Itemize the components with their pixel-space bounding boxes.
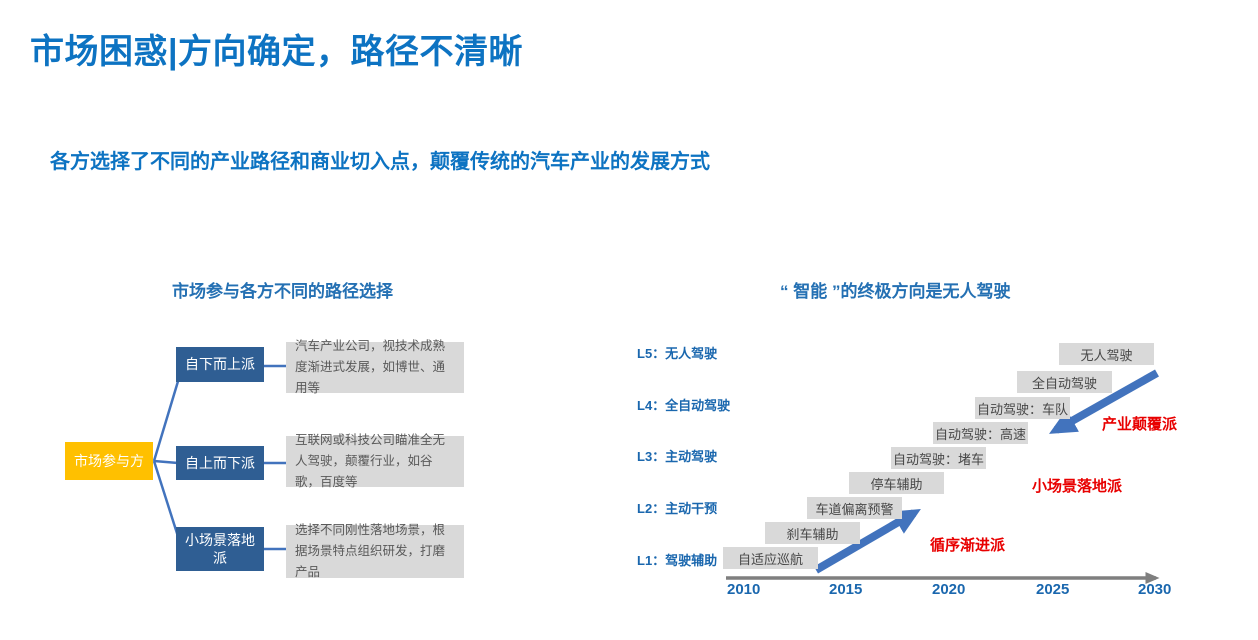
step-box-driverless: 无人驾驶 [1059, 343, 1154, 365]
step-box-auto-platooning: 自动驾驶：车队 [975, 397, 1070, 419]
branch-node-top-down: 自上而下派 [176, 446, 264, 480]
connector-root-to-branch-2 [153, 459, 179, 465]
year-tick-2010: 2010 [727, 581, 761, 598]
branch-desc-top-down: 互联网或科技公司瞄准全无人驾驶，颠覆行业，如谷歌，百度等 [286, 433, 464, 489]
year-tick-2020: 2020 [932, 581, 966, 598]
level-label-l2: L2：主动干预 [637, 501, 718, 516]
step-box-brake-assist: 刹车辅助 [765, 522, 860, 544]
step-box-parking-assist: 停车辅助 [849, 472, 944, 494]
annotation-small-scenario-faction: 小场景落地派 [1032, 478, 1123, 495]
level-label-l4: L4：全自动驾驶 [637, 398, 731, 413]
branch-node-small-scenario: 小场景落地派 [176, 527, 264, 571]
root-node-market-participants: 市场参与方 [65, 442, 153, 480]
slide-title: 市场困惑|方向确定，路径不清晰 [30, 33, 524, 71]
step-box-auto-traffic-jam: 自动驾驶：堵车 [891, 447, 986, 469]
step-box-fully-automated: 全自动驾驶 [1017, 371, 1112, 393]
branch-node-bottom-up: 自下而上派 [176, 347, 264, 382]
level-label-l5: L5：无人驾驶 [637, 346, 718, 361]
level-label-l1: L1：驾驶辅助 [637, 553, 718, 568]
year-tick-2015: 2015 [829, 581, 863, 598]
level-label-l3: L3：主动驾驶 [637, 449, 718, 464]
year-tick-2025: 2025 [1036, 581, 1070, 598]
slide-subtitle: 各方选择了不同的产业路径和商业切入点，颠覆传统的汽车产业的发展方式 [50, 151, 710, 173]
annotation-disruptor-faction: 产业颠覆派 [1102, 416, 1178, 433]
step-box-auto-highway: 自动驾驶：高速 [933, 422, 1028, 444]
left-panel-header: 市场参与各方不同的路径选择 [172, 282, 393, 301]
step-box-adaptive-cruise: 自适应巡航 [723, 547, 818, 569]
year-tick-2030: 2030 [1138, 581, 1172, 598]
annotation-gradualist-faction: 循序渐进派 [930, 537, 1006, 554]
branch-desc-small-scenario: 选择不同刚性落地场景，根据场景特点组织研发，打磨产品 [286, 523, 464, 579]
step-box-lane-departure: 车道偏离预警 [807, 497, 902, 519]
right-panel-header: “ 智能 ”的终极方向是无人驾驶 [780, 282, 1011, 301]
branch-desc-bottom-up: 汽车产业公司，视技术成熟度渐进式发展，如博世、通用等 [286, 339, 464, 395]
